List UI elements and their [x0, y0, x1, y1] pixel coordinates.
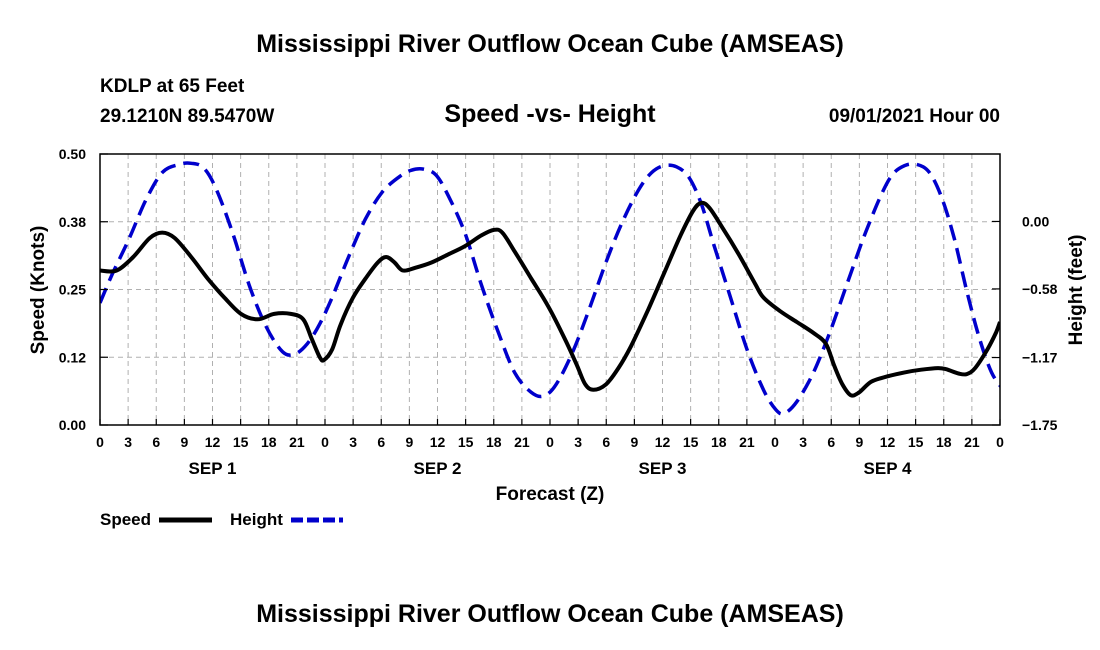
x-tick-label: 0 — [771, 434, 779, 450]
x-tick-label: 15 — [908, 434, 924, 450]
day-label: SEP 4 — [864, 459, 912, 478]
x-tick-label: 9 — [630, 434, 638, 450]
day-labels: SEP 1 SEP 2 SEP 3 SEP 4 — [189, 459, 912, 478]
x-axis: 0 3 6 9 12 15 18 21 0 3 6 9 12 15 18 21 0 3 6 9 12 15 18 21 0 3 6 9… — [96, 419, 1004, 450]
x-tick-label: 21 — [964, 434, 980, 450]
x-tick-label: 12 — [655, 434, 671, 450]
x-tick-label: 18 — [711, 434, 727, 450]
right-axis-label: Height (feet) — [1066, 235, 1087, 346]
x-tick-label: 3 — [124, 434, 132, 450]
x-tick-label: 0 — [321, 434, 329, 450]
datetime-label: 09/01/2021 Hour 00 — [828, 106, 1000, 127]
right-tick-label: −1.17 — [1022, 350, 1058, 366]
chart-subtitle: Speed -vs- Height — [444, 100, 656, 128]
right-tick-label: 0.00 — [1022, 213, 1049, 229]
x-tick-label: 3 — [349, 434, 357, 450]
x-tick-label: 18 — [486, 434, 502, 450]
x-tick-label: 6 — [377, 434, 385, 450]
x-tick-label: 6 — [602, 434, 610, 450]
legend-speed-label: Speed — [100, 510, 151, 529]
x-tick-label: 6 — [827, 434, 835, 450]
x-axis-label: Forecast (Z) — [496, 484, 605, 505]
x-tick-label: 0 — [546, 434, 554, 450]
footer-title: Mississippi River Outflow Ocean Cube (AM… — [256, 600, 844, 628]
x-tick-label: 12 — [430, 434, 446, 450]
chart-title: Mississippi River Outflow Ocean Cube (AM… — [256, 30, 844, 58]
x-tick-label: 3 — [799, 434, 807, 450]
x-tick-label: 9 — [855, 434, 863, 450]
left-axis: 0.00 0.12 0.25 0.38 0.50 — [59, 146, 108, 433]
x-tick-label: 15 — [458, 434, 474, 450]
day-label: SEP 1 — [189, 459, 237, 478]
x-tick-label: 12 — [880, 434, 896, 450]
x-tick-label: 12 — [205, 434, 221, 450]
x-tick-label: 9 — [405, 434, 413, 450]
x-tick-label: 9 — [180, 434, 188, 450]
right-tick-label: −0.58 — [1022, 281, 1058, 297]
x-tick-label: 21 — [514, 434, 530, 450]
legend: Speed Height — [100, 510, 343, 529]
x-tick-label: 0 — [96, 434, 104, 450]
x-tick-label: 6 — [152, 434, 160, 450]
day-label: SEP 3 — [639, 459, 687, 478]
right-axis: −1.75 −1.17 −0.58 0.00 — [992, 213, 1058, 433]
left-tick-label: 0.38 — [59, 214, 86, 230]
left-tick-label: 0.25 — [59, 282, 86, 298]
x-tick-label: 0 — [996, 434, 1004, 450]
legend-height-label: Height — [230, 510, 283, 529]
x-tick-label: 18 — [261, 434, 277, 450]
x-tick-label: 3 — [574, 434, 582, 450]
left-tick-label: 0.12 — [59, 349, 86, 365]
x-tick-label: 15 — [683, 434, 699, 450]
left-axis-label: Speed (Knots) — [28, 226, 49, 355]
left-tick-label: 0.50 — [59, 146, 86, 162]
station-label: KDLP at 65 Feet — [100, 76, 245, 97]
x-tick-label: 21 — [739, 434, 755, 450]
grid-lines — [100, 154, 1000, 425]
coords-label: 29.1210N 89.5470W — [100, 106, 275, 127]
x-tick-label: 18 — [936, 434, 952, 450]
right-tick-label: −1.75 — [1022, 417, 1058, 433]
x-tick-label: 15 — [233, 434, 249, 450]
series-layer — [100, 161, 1000, 416]
left-tick-label: 0.00 — [59, 417, 86, 433]
day-label: SEP 2 — [414, 459, 462, 478]
x-tick-label: 21 — [289, 434, 305, 450]
series-speed-line — [100, 200, 1000, 398]
